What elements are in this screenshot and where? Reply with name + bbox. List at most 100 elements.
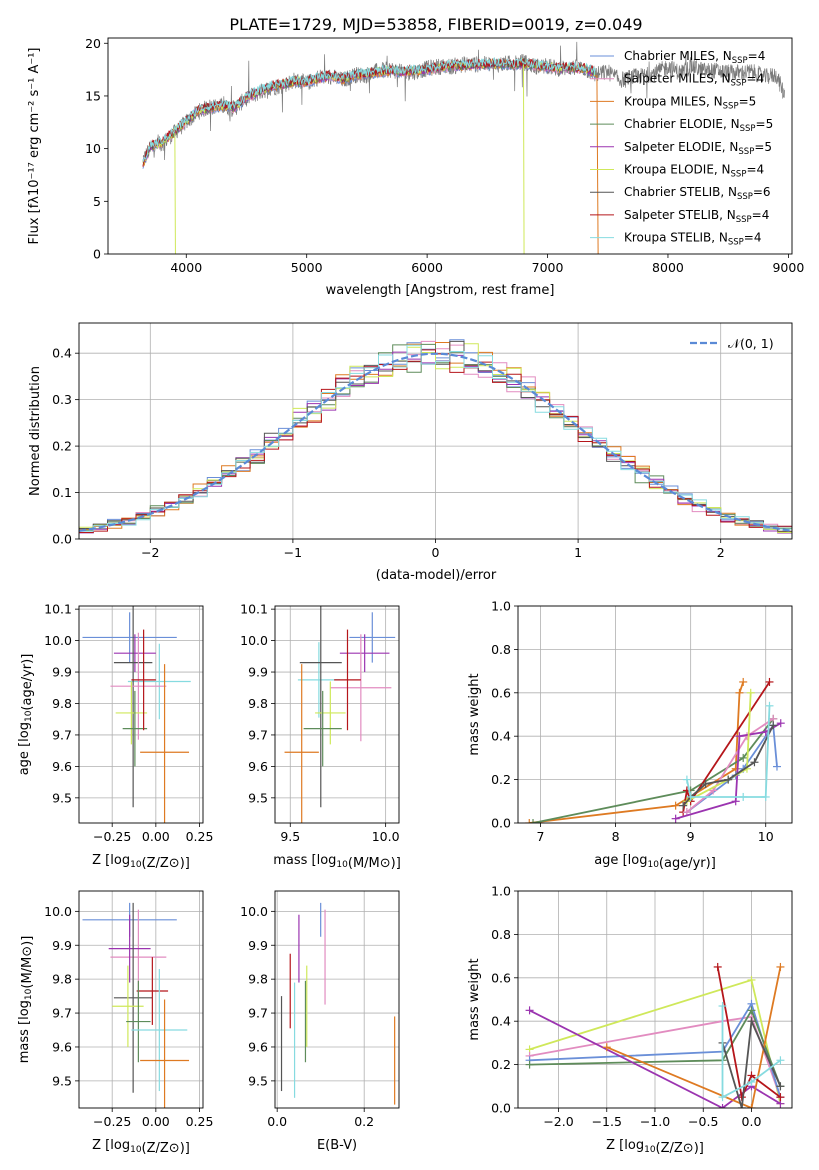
y-tick-label: 9.7 xyxy=(52,727,72,742)
y-axis-label: age [log10(age/yr)] xyxy=(17,654,35,776)
legend-entry: Salpeter STELIB, NSSP=4 xyxy=(624,208,769,225)
x-tick-label: 0.00 xyxy=(142,829,170,844)
x-tick-label: 6000 xyxy=(411,260,443,275)
y-tick-label: 0.1 xyxy=(52,485,72,500)
y-tick-label: 9.7 xyxy=(248,727,268,742)
x-tick-label: 0.00 xyxy=(142,1114,170,1129)
panel-mass-age: 9.5 10.0 9.5 9.6 9.7 9.8 9.9 10.0 10.1 mass [log1… xyxy=(240,602,401,871)
legend-entry: 𝒩(0, 1) xyxy=(728,336,774,351)
y-tick-label: 9.6 xyxy=(52,1039,72,1054)
x-tick-label: 10 xyxy=(758,829,774,844)
y-tick-label: 9.8 xyxy=(248,696,268,711)
x-tick-label: −0.25 xyxy=(93,829,131,844)
x-tick-label: 0.25 xyxy=(186,829,214,844)
y-tick-label: 0 xyxy=(93,247,101,262)
panels: 4000 5000 6000 7000 8000 900005101520waveleng… xyxy=(17,36,804,1156)
x-tick-label: 7000 xyxy=(532,260,564,275)
model-spectrum-kroupa-stelib xyxy=(142,56,596,163)
y-tick-label: 20 xyxy=(85,36,101,51)
histogram-salpeter-stelib xyxy=(79,349,792,539)
plot-area xyxy=(82,902,190,1108)
y-tick-label: 10 xyxy=(85,141,101,156)
x-tick-label: 9 xyxy=(687,829,695,844)
legend-entry: Salpeter MILES, NSSP=4 xyxy=(624,72,764,89)
plot-area xyxy=(525,677,785,823)
y-axis-label: mass [log10(M/M⊙)] xyxy=(17,936,35,1064)
x-axis-label: (data-model)/error xyxy=(376,568,497,583)
figure-title: PLATE=1729, MJD=53858, FIBERID=0019, z=0… xyxy=(229,15,642,34)
x-tick-label: 8000 xyxy=(652,260,684,275)
y-tick-label: 9.5 xyxy=(248,790,268,805)
plot-area xyxy=(284,606,396,823)
axes-frame xyxy=(78,890,204,1109)
y-tick-label: 9.5 xyxy=(248,1073,268,1088)
plot-area xyxy=(82,606,191,823)
axes-frame xyxy=(274,890,400,1109)
panel-Z-mass: −0.25 0.00 0.25 9.5 9.6 9.7 9.8 9.9 10.0 Z [log10… xyxy=(17,890,214,1156)
y-tick-label: 0.0 xyxy=(491,1101,511,1116)
y-tick-label: 0.6 xyxy=(491,685,511,700)
y-axis-label: Normed distribution xyxy=(28,366,43,496)
histogram-kroupa-stelib xyxy=(79,344,792,539)
y-tick-label: 9.8 xyxy=(52,972,72,987)
x-tick-label: 8 xyxy=(612,829,620,844)
axes-frame xyxy=(274,605,400,824)
y-tick-label: 9.8 xyxy=(52,696,72,711)
legend-entry: Kroupa STELIB, NSSP=4 xyxy=(624,231,762,248)
x-axis-label: mass [log10(M/M⊙)] xyxy=(273,853,401,871)
panel-Z-age: −0.25 0.00 0.25 9.5 9.6 9.7 9.8 9.9 10.0 10.1 Z [l… xyxy=(17,602,214,871)
y-tick-label: 1.0 xyxy=(491,599,511,614)
y-tick-label: 9.9 xyxy=(52,938,72,953)
x-tick-label: −0.25 xyxy=(93,1114,131,1129)
x-tick-label: 7 xyxy=(537,829,545,844)
y-tick-label: 0.2 xyxy=(491,1057,511,1072)
x-axis-label: Z [log10(Z/Z⊙)] xyxy=(606,1138,704,1156)
plot-area xyxy=(525,962,785,1108)
panel-spectrum: 4000 5000 6000 7000 8000 9000 0 5 10 15 20 waveleng… xyxy=(27,36,804,298)
y-tick-label: 9.5 xyxy=(52,790,72,805)
weight-line xyxy=(716,966,781,1101)
y-tick-label: 10.1 xyxy=(44,602,72,617)
legend-entry: Salpeter ELODIE, NSSP=5 xyxy=(624,140,772,157)
x-axis-label: Z [log10(Z/Z⊙)] xyxy=(92,853,190,871)
y-tick-label: 0.0 xyxy=(491,816,511,831)
x-tick-label: 1 xyxy=(574,545,582,560)
y-axis-label: Flux [fλ10⁻¹⁷ erg cm⁻² s⁻¹ A⁻¹] xyxy=(27,48,42,245)
y-tick-label: 0.2 xyxy=(491,772,511,787)
legend: Chabrier MILES, NSSP=4 Salpeter MILES, NS… xyxy=(590,49,773,248)
y-tick-label: 0.0 xyxy=(52,532,72,547)
weight-line xyxy=(721,1017,782,1108)
weight-line xyxy=(529,1008,782,1087)
panel-age-weight: 7 8 9 10 0.0 0.2 0.4 0.6 0.8 1.0 age [log10(age/yr… xyxy=(467,599,793,871)
x-tick-label: −2 xyxy=(141,545,159,560)
plot-area xyxy=(142,41,785,254)
x-tick-label: 0.25 xyxy=(186,1114,214,1129)
y-tick-label: 5 xyxy=(93,194,101,209)
y-tick-label: 15 xyxy=(85,88,101,103)
y-tick-label: 9.6 xyxy=(52,759,72,774)
x-axis-label: wavelength [Angstrom, rest frame] xyxy=(326,283,555,298)
x-tick-label: 0.0 xyxy=(742,1114,762,1129)
y-tick-label: 0.2 xyxy=(52,439,72,454)
x-tick-label: 5000 xyxy=(291,260,323,275)
legend-entry: Kroupa MILES, NSSP=5 xyxy=(624,94,756,111)
y-tick-label: 0.4 xyxy=(52,346,72,361)
x-axis-label: E(B-V) xyxy=(317,1138,357,1153)
weight-line xyxy=(606,966,782,1108)
legend-entry: Chabrier ELODIE, NSSP=5 xyxy=(624,117,773,134)
legend-entry: Chabrier MILES, NSSP=4 xyxy=(624,49,765,66)
y-tick-label: 10.1 xyxy=(240,602,268,617)
y-axis-label: mass weight xyxy=(467,673,482,755)
y-tick-label: 10.0 xyxy=(240,633,268,648)
y-axis-label: mass weight xyxy=(467,958,482,1040)
weight-line xyxy=(686,718,774,813)
x-tick-label: 2 xyxy=(717,545,725,560)
x-tick-label: −1 xyxy=(284,545,302,560)
x-tick-label: 0.2 xyxy=(354,1114,374,1129)
axes-frame xyxy=(107,37,793,255)
normal-curve xyxy=(79,352,792,532)
axes-frame xyxy=(517,890,793,1109)
x-axis-label: age [log10(age/yr)] xyxy=(594,853,716,871)
